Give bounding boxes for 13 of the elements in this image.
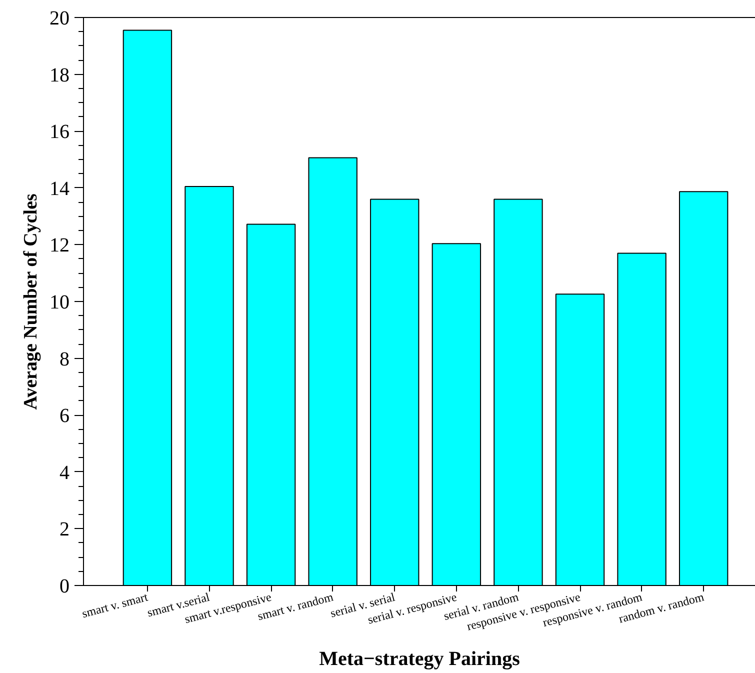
y-tick-label: 2 (60, 518, 70, 541)
y-tick-label: 12 (50, 234, 70, 257)
y-tick-label: 8 (60, 348, 70, 370)
y-tick-label: 6 (60, 405, 70, 428)
x-axis-title: Meta−strategy Pairings (319, 648, 520, 670)
y-tick-label: 10 (50, 292, 70, 314)
y-tick-label: 14 (50, 178, 70, 200)
y-tick-label: 4 (60, 462, 70, 484)
y-tick-label: 16 (50, 121, 70, 144)
y-tick-label: 18 (50, 64, 70, 86)
y-axis-title: Average Number of Cycles (20, 194, 42, 410)
y-tick-label: 0 (60, 576, 70, 598)
y-tick-label: 20 (50, 8, 70, 30)
